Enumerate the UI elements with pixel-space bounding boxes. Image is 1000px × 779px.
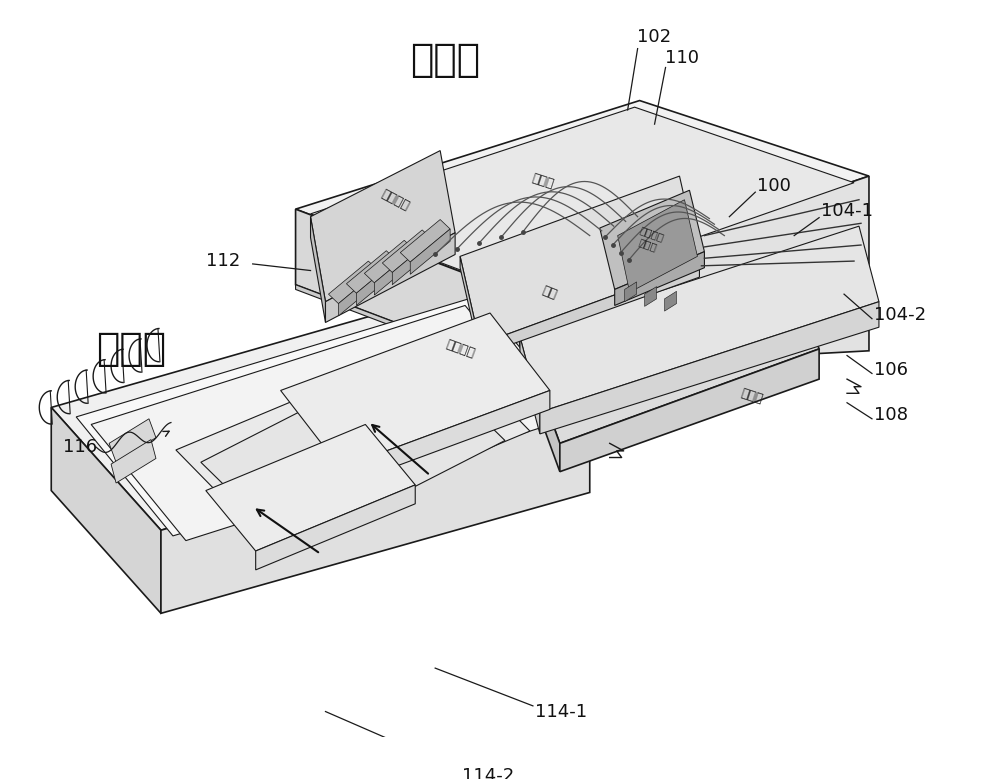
Text: 键合线: 键合线 [530,171,556,191]
Text: 100: 100 [757,177,791,195]
Polygon shape [201,353,505,550]
Polygon shape [206,425,415,551]
Text: 磁场: 磁场 [540,284,559,301]
Polygon shape [410,229,450,274]
Polygon shape [625,282,637,301]
Polygon shape [600,190,704,290]
Polygon shape [560,349,819,471]
Polygon shape [540,389,560,471]
Polygon shape [665,291,677,311]
Text: 集成霍尔
传感器: 集成霍尔 传感器 [634,225,665,254]
Polygon shape [392,239,432,284]
Polygon shape [618,199,697,292]
Text: 电绝缘体: 电绝缘体 [444,337,476,360]
Polygon shape [520,176,869,370]
Polygon shape [645,287,657,306]
Polygon shape [328,261,378,304]
Polygon shape [540,301,879,434]
Text: 110: 110 [665,49,699,67]
Polygon shape [480,264,699,355]
Text: 数字接口: 数字接口 [379,187,412,213]
Polygon shape [356,260,396,305]
Polygon shape [311,108,854,296]
Polygon shape [51,407,161,613]
Polygon shape [382,230,432,273]
Polygon shape [374,250,414,295]
Text: 102: 102 [637,28,671,46]
Polygon shape [615,252,704,305]
Polygon shape [76,296,575,536]
Polygon shape [460,176,699,344]
Polygon shape [296,100,869,294]
Polygon shape [311,150,455,301]
Polygon shape [338,270,378,315]
Polygon shape [176,340,530,541]
Polygon shape [346,251,396,293]
Polygon shape [340,390,550,487]
Polygon shape [296,284,520,375]
Polygon shape [311,217,325,323]
Polygon shape [296,209,520,370]
Text: 114-1: 114-1 [535,703,587,721]
Polygon shape [161,407,590,613]
Text: 顶视图: 顶视图 [410,41,480,79]
Polygon shape [111,439,156,483]
Text: 104-1: 104-1 [821,202,873,220]
Text: 底视图: 底视图 [96,330,166,368]
Polygon shape [281,313,550,468]
Polygon shape [51,284,590,530]
Text: 112: 112 [206,252,241,270]
Text: 114-2: 114-2 [462,767,514,779]
Polygon shape [256,485,415,570]
Polygon shape [520,337,540,434]
Polygon shape [109,419,156,462]
Text: 104-2: 104-2 [874,306,926,324]
Text: 106: 106 [874,361,908,379]
Text: 108: 108 [874,406,908,424]
Polygon shape [460,256,480,355]
Text: 116: 116 [63,438,97,456]
Polygon shape [325,233,455,323]
Polygon shape [364,240,414,283]
Polygon shape [91,305,560,541]
Polygon shape [520,226,879,412]
Polygon shape [540,292,819,443]
Polygon shape [400,220,450,262]
Text: 汇流排: 汇流排 [739,386,764,406]
